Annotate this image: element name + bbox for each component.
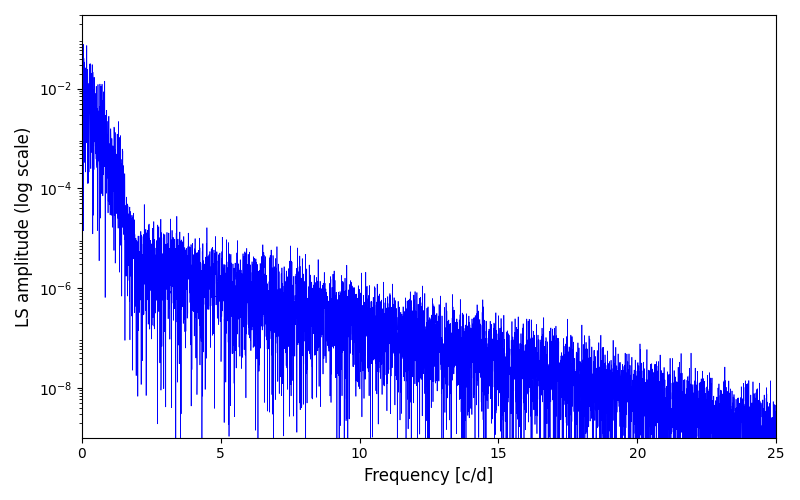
X-axis label: Frequency [c/d]: Frequency [c/d]	[364, 467, 494, 485]
Y-axis label: LS amplitude (log scale): LS amplitude (log scale)	[15, 126, 33, 326]
